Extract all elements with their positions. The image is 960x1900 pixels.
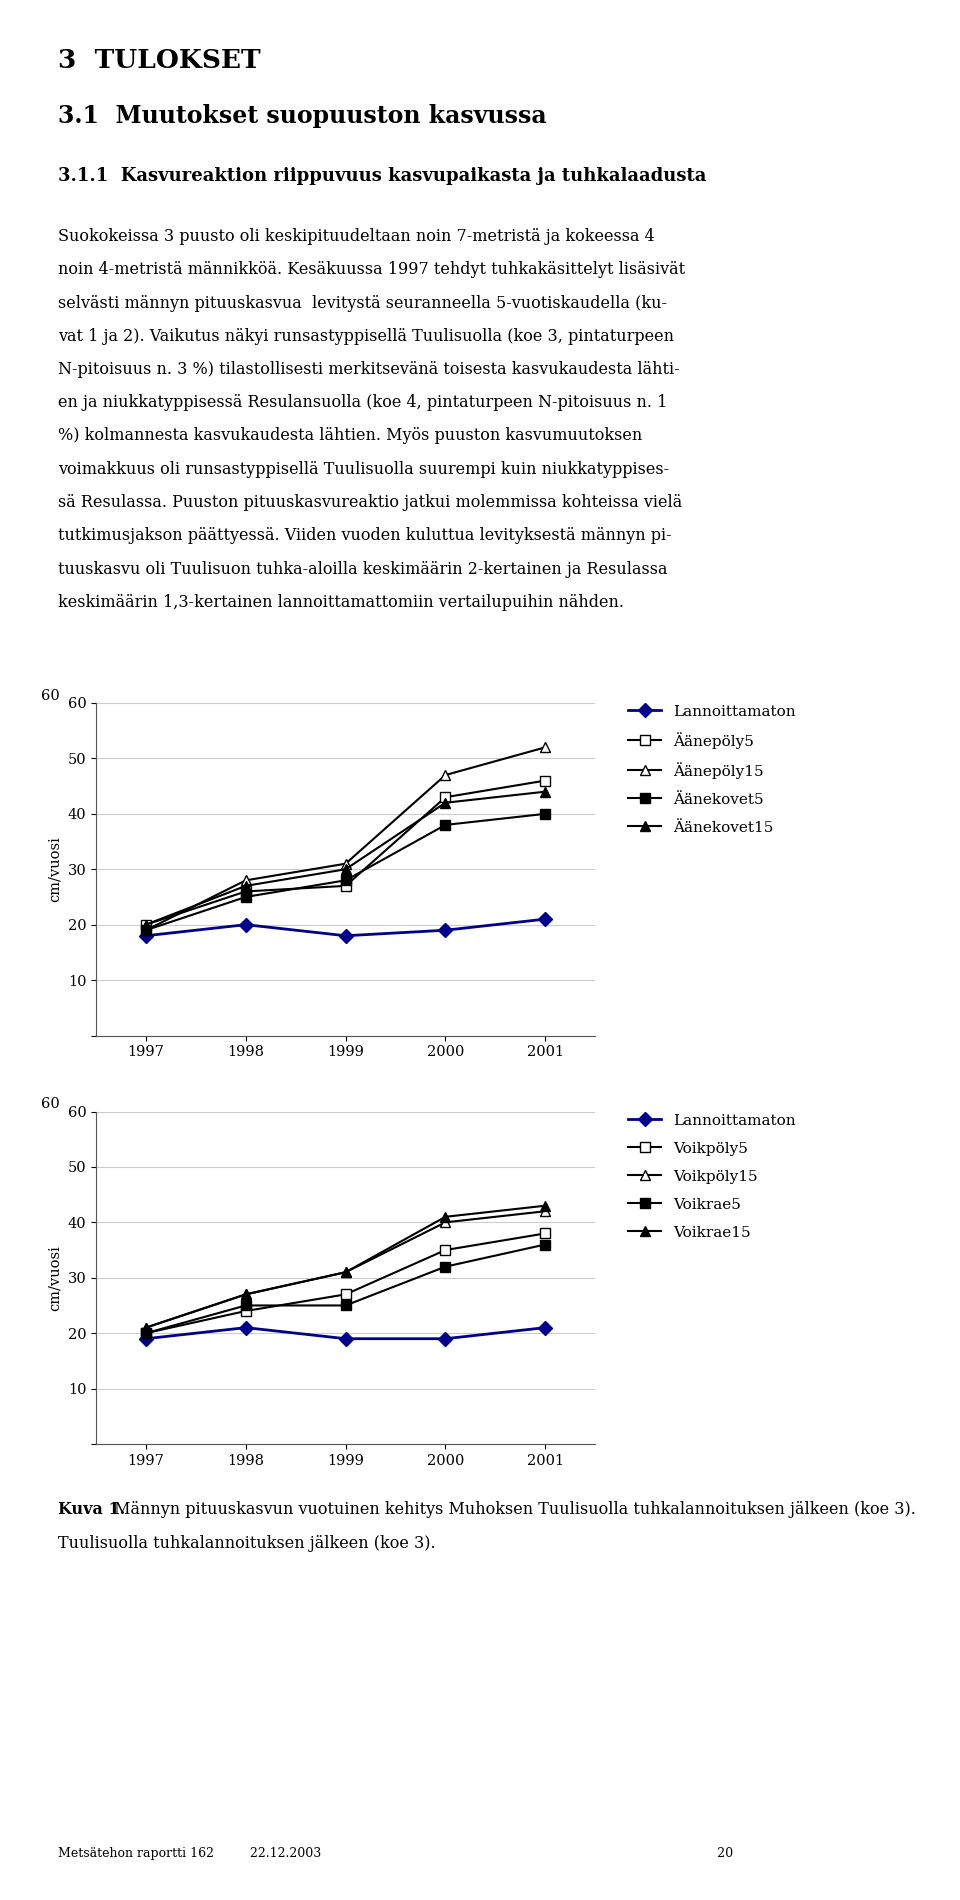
Text: N-pitoisuus n. 3 %) tilastollisesti merkitsevänä toisesta kasvukaudesta lähti-: N-pitoisuus n. 3 %) tilastollisesti merk… xyxy=(58,361,680,378)
Text: Männyn pituuskasvun vuotuinen kehitys Muhoksen Tuulisuolla tuhkalannoituksen jäl: Männyn pituuskasvun vuotuinen kehitys Mu… xyxy=(109,1501,916,1518)
Text: 3  TULOKSET: 3 TULOKSET xyxy=(58,48,260,72)
Y-axis label: cm/vuosi: cm/vuosi xyxy=(48,836,62,902)
Text: vat 1 ja 2). Vaikutus näkyi runsastyppisellä Tuulisuolla (koe 3, pintaturpeen: vat 1 ja 2). Vaikutus näkyi runsastyppis… xyxy=(58,327,674,344)
Text: tuuskasvu oli Tuulisuon tuhka-aloilla keskimäärin 2-kertainen ja Resulassa: tuuskasvu oli Tuulisuon tuhka-aloilla ke… xyxy=(58,560,667,578)
Text: tutkimusjakson päättyessä. Viiden vuoden kuluttua levityksestä männyn pi-: tutkimusjakson päättyessä. Viiden vuoden… xyxy=(58,528,671,543)
Text: %) kolmannesta kasvukaudesta lähtien. Myös puuston kasvumuutoksen: %) kolmannesta kasvukaudesta lähtien. My… xyxy=(58,428,642,445)
Legend: Lannoittamaton, Voikpöly5, Voikpöly15, Voikrae5, Voikrae15: Lannoittamaton, Voikpöly5, Voikpöly15, V… xyxy=(628,1113,796,1241)
Text: Tuulisuolla tuhkalannoituksen jälkeen (koe 3).: Tuulisuolla tuhkalannoituksen jälkeen (k… xyxy=(58,1535,435,1552)
Text: Kuva 1.: Kuva 1. xyxy=(58,1501,125,1518)
Text: Metsätehon raportti 162         22.12.2003                                      : Metsätehon raportti 162 22.12.2003 xyxy=(58,1847,732,1860)
Text: 60: 60 xyxy=(41,1098,60,1111)
Legend: Lannoittamaton, Äänepöly5, Äänepöly15, Äänekovet5, Äänekovet15: Lannoittamaton, Äänepöly5, Äänepöly15, Ä… xyxy=(628,705,796,834)
Text: voimakkuus oli runsastyppisellä Tuulisuolla suurempi kuin niukkatyppises-: voimakkuus oli runsastyppisellä Tuulisuo… xyxy=(58,462,669,477)
Y-axis label: cm/vuosi: cm/vuosi xyxy=(48,1244,62,1311)
Text: selvästi männyn pituuskasvua  levitystä seuranneella 5-vuotiskaudella (ku-: selvästi männyn pituuskasvua levitystä s… xyxy=(58,294,666,312)
Text: 3.1  Muutokset suopuuston kasvussa: 3.1 Muutokset suopuuston kasvussa xyxy=(58,104,546,129)
Text: Suokokeissa 3 puusto oli keskipituudeltaan noin 7-metristä ja kokeessa 4: Suokokeissa 3 puusto oli keskipituudelta… xyxy=(58,228,655,245)
Text: sä Resulassa. Puuston pituuskasvureaktio jatkui molemmissa kohteissa vielä: sä Resulassa. Puuston pituuskasvureaktio… xyxy=(58,494,682,511)
Text: noin 4-metristä männikköä. Kesäkuussa 1997 tehdyt tuhkakäsittelyt lisäsivät: noin 4-metristä männikköä. Kesäkuussa 19… xyxy=(58,262,684,277)
Text: en ja niukkatyppisessä Resulansuolla (koe 4, pintaturpeen N-pitoisuus n. 1: en ja niukkatyppisessä Resulansuolla (ko… xyxy=(58,395,667,410)
Text: 60: 60 xyxy=(41,690,60,703)
Text: 3.1.1  Kasvureaktion riippuvuus kasvupaikasta ja tuhkalaadusta: 3.1.1 Kasvureaktion riippuvuus kasvupaik… xyxy=(58,167,706,184)
Text: keskimäärin 1,3-kertainen lannoittamattomiin vertailupuihin nähden.: keskimäärin 1,3-kertainen lannoittamatto… xyxy=(58,593,624,610)
